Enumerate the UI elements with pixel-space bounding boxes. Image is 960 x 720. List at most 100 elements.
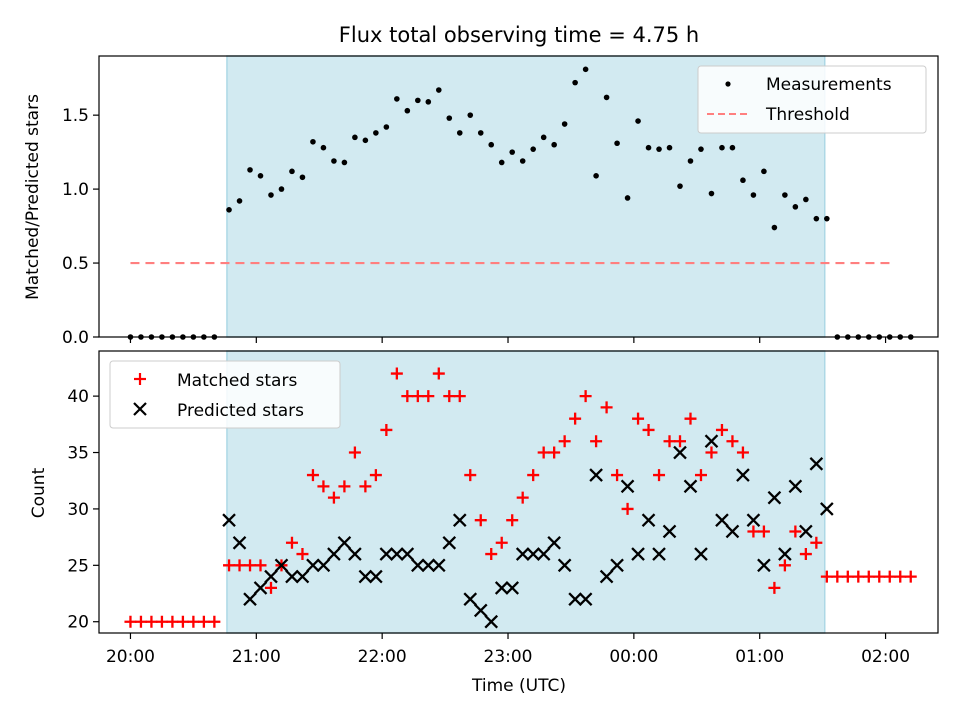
matched-star-point xyxy=(327,491,340,504)
measurement-point xyxy=(750,192,757,198)
predicted-legend-label: Predicted stars xyxy=(177,401,304,421)
matched-star-point xyxy=(187,615,200,628)
measurement-point xyxy=(687,158,694,164)
matched-star-point xyxy=(495,536,508,549)
measurement-point xyxy=(310,138,316,145)
predicted-star-point xyxy=(746,513,761,528)
matched-star-point xyxy=(611,469,624,482)
measurement-point xyxy=(645,144,652,151)
predicted-star-point xyxy=(536,547,551,561)
predicted-star-point xyxy=(599,569,614,584)
measurement-point xyxy=(299,174,306,181)
measurement-point xyxy=(394,96,400,102)
measurement-point xyxy=(635,118,641,124)
ratio-y-axis-label: Matched/Predicted stars xyxy=(23,94,43,300)
predicted-star-point xyxy=(222,513,236,528)
matched-star-point xyxy=(820,570,833,583)
measurement-point xyxy=(320,144,327,151)
measurement-point xyxy=(477,130,484,136)
ratio-marks xyxy=(127,66,914,340)
matched-star-point xyxy=(516,491,529,504)
predicted-star-point xyxy=(400,547,415,561)
matched-star-point xyxy=(632,412,645,425)
predicted-star-point xyxy=(662,524,677,539)
predicted-star-point xyxy=(610,558,624,573)
measurement-point xyxy=(740,177,746,184)
measurement-point xyxy=(404,107,411,114)
predicted-star-point xyxy=(327,547,341,561)
predicted-star-point xyxy=(379,547,394,561)
matched-star-point xyxy=(778,559,791,572)
matched-star-point xyxy=(873,570,886,583)
predicted-star-point xyxy=(515,547,530,561)
matched-legend-label: Matched stars xyxy=(177,371,297,391)
matched-star-point xyxy=(852,570,865,583)
matched-star-point xyxy=(757,525,770,538)
predicted-star-point xyxy=(641,513,656,528)
matched-star-point xyxy=(894,570,907,583)
matched-star-point xyxy=(338,480,351,493)
measurement-point xyxy=(824,215,830,222)
matched-star-point xyxy=(485,548,498,561)
predicted-star-point xyxy=(799,524,813,539)
matched-star-point xyxy=(254,559,267,572)
measurement-point xyxy=(813,215,820,222)
matched-star-point xyxy=(653,469,666,482)
matched-star-point xyxy=(726,435,739,448)
x-tick-label: 00:00 xyxy=(609,647,658,667)
x-tick-label: 23:00 xyxy=(484,647,533,667)
predicted-star-point xyxy=(337,535,352,550)
x-tick-label: 20:00 xyxy=(106,647,155,667)
matched-star-point xyxy=(369,469,382,482)
measurement-point xyxy=(729,144,736,151)
predicted-star-point xyxy=(505,581,520,595)
matched-star-point xyxy=(474,514,487,527)
predicted-star-point xyxy=(285,569,299,584)
measurement-point xyxy=(331,158,337,164)
measurements-legend-marker xyxy=(725,81,731,87)
matched-star-point xyxy=(831,570,844,583)
matched-star-point xyxy=(548,446,561,459)
measurement-point xyxy=(278,186,285,192)
matched-star-point xyxy=(208,615,221,628)
measurement-point xyxy=(257,172,264,179)
measurement-point xyxy=(792,204,799,210)
measurement-point xyxy=(698,146,704,152)
matched-star-point xyxy=(244,559,257,572)
matched-star-point xyxy=(422,390,435,403)
matched-star-point xyxy=(621,502,634,515)
matched-star-point xyxy=(453,390,466,403)
x-tick-label: 02:00 xyxy=(861,647,910,667)
predicted-star-point xyxy=(620,479,635,494)
chart-title: Flux total observing time = 4.75 h xyxy=(339,23,699,47)
measurement-point xyxy=(383,124,390,130)
matched-star-point xyxy=(145,615,158,628)
count-y-axis-label: Count xyxy=(29,467,49,518)
measurement-point xyxy=(435,87,442,93)
matched-star-point xyxy=(411,390,424,403)
predicted-star-point xyxy=(757,558,771,573)
y-tick-label: 25 xyxy=(67,556,89,576)
measurement-point xyxy=(719,144,725,151)
count-legend: Matched stars Predicted stars xyxy=(109,360,341,429)
predicted-star-point xyxy=(484,614,499,629)
y-tick-label: 0.5 xyxy=(62,254,89,274)
predicted-star-point xyxy=(421,558,436,573)
measurement-point xyxy=(666,144,673,151)
predicted-star-point xyxy=(411,558,425,573)
predicted-star-point xyxy=(673,445,687,460)
matched-star-point xyxy=(694,469,707,482)
matched-star-point xyxy=(134,615,147,628)
measurement-point xyxy=(467,112,474,118)
matched-star-point xyxy=(306,469,319,482)
measurement-point xyxy=(656,146,662,152)
matched-star-point xyxy=(789,525,802,538)
count-y-ticks: 20 25 30 35 40 xyxy=(67,387,99,633)
predicted-star-point xyxy=(809,456,824,471)
predicted-star-point xyxy=(725,524,740,539)
measurement-point xyxy=(488,141,495,148)
matched-star-point xyxy=(527,469,540,482)
matched-star-point xyxy=(223,559,236,572)
measurement-point xyxy=(247,167,253,173)
